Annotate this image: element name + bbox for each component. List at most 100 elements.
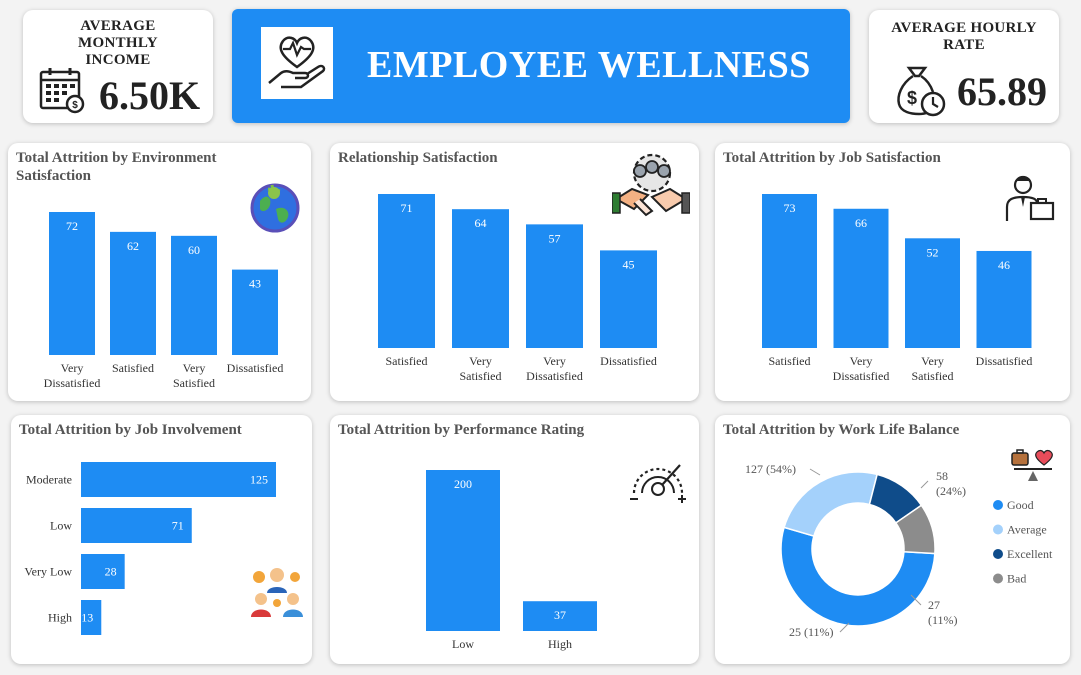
- chart-card-performance-rating: Total Attrition by Performance Rating 20…: [330, 415, 699, 664]
- donut-slice-average: [783, 471, 879, 538]
- environment-satisfaction-bar-chart: 72VeryDissatisfied62Satisfied60VerySatis…: [44, 212, 284, 390]
- kpi-value-monthly-income: 6.50K: [99, 73, 201, 118]
- x-tick-label: Very: [543, 354, 566, 368]
- bar: [526, 224, 583, 348]
- y-tick-label: Low: [50, 519, 72, 533]
- bar-data-label: 64: [475, 216, 487, 230]
- bar-data-label: 57: [549, 231, 561, 245]
- bar: [232, 269, 278, 355]
- kpi-card-monthly-income: AVERAGE MONTHLY INCOME $ 6.50K: [23, 10, 213, 123]
- bar-data-label: 66: [855, 216, 867, 230]
- slice-label: 127 (54%): [745, 462, 796, 476]
- bar: [762, 194, 817, 348]
- legend-marker: [993, 573, 1003, 584]
- performance-rating-bar-chart: 200 Low 37 High: [426, 470, 597, 651]
- handshake-team-icon: [612, 153, 690, 217]
- x-tick-label: Very: [850, 354, 873, 368]
- leader-line: [910, 594, 922, 606]
- bar-data-label: 43: [249, 277, 261, 291]
- legend-marker: [993, 549, 1003, 559]
- y-tick-label: Very Low: [24, 565, 72, 579]
- slice-label-value: 58: [936, 469, 948, 483]
- bar: [600, 250, 657, 348]
- bar: [523, 601, 597, 631]
- slice-label-pct: (24%): [936, 484, 966, 498]
- legend-marker: [993, 500, 1003, 510]
- bar: [81, 554, 125, 589]
- chart-title: Total Attrition by Job Involvement: [19, 422, 242, 438]
- work-life-balance-donut-chart: 127 (54%) 58(24%) 27(11%) 25 (11%) Good Avera…: [745, 462, 1053, 639]
- x-tick-label: Very: [183, 361, 206, 375]
- bar-data-label: 72: [66, 219, 78, 233]
- dashboard-banner: EMPLOYEE WELLNESS: [232, 9, 850, 123]
- bar-data-label: 37: [554, 608, 566, 622]
- chart-card-job-satisfaction: Total Attrition by Job Satisfaction 73 Sa…: [715, 143, 1070, 401]
- chart-card-work-life-balance: Total Attrition by Work Life Balance 127…: [715, 415, 1070, 664]
- bar-data-label: 46: [998, 258, 1010, 272]
- x-tick-label: Dissatisfied: [833, 369, 890, 383]
- x-tick-label: Satisfied: [173, 376, 215, 390]
- bar: [81, 508, 192, 543]
- chart-card-job-involvement: Total Attrition by Job Involvement 125 Mo…: [11, 415, 312, 664]
- relationship-satisfaction-bar-chart: 71Satisfied64VerySatisfied57VeryDissatis…: [378, 194, 657, 383]
- bar: [110, 231, 156, 355]
- x-tick-label: Dissatisfied: [526, 369, 583, 383]
- x-tick-label: Low: [452, 637, 474, 651]
- bar-data-label: 60: [188, 243, 200, 257]
- x-tick-label: Very: [61, 361, 84, 375]
- donut-slice-good: [780, 526, 936, 627]
- slice-label-value: 27: [928, 598, 940, 612]
- chart-title: Total Attrition by Performance Rating: [338, 422, 585, 438]
- legend-label: Average: [1007, 523, 1047, 537]
- bar: [49, 212, 95, 355]
- kpi-title-hourly-rate: AVERAGE HOURLY RATE: [891, 20, 1037, 53]
- bar-data-label: 71: [172, 519, 184, 533]
- x-tick-label: Dissatisfied: [44, 376, 101, 390]
- leader-line: [839, 622, 850, 633]
- bar-data-label: 13: [81, 611, 93, 625]
- earth-icon: [250, 183, 300, 233]
- bar: [426, 470, 500, 631]
- chart-title: Relationship Satisfaction: [338, 150, 498, 166]
- bar: [452, 209, 509, 348]
- leader-line: [920, 480, 929, 489]
- x-tick-label: Satisfied: [386, 354, 428, 368]
- bar-data-label: 62: [127, 239, 139, 253]
- slice-label: 25 (11%): [789, 625, 834, 639]
- chart-card-environment-satisfaction: Total Attrition by Environment Satisfact…: [8, 143, 311, 401]
- bar: [905, 238, 960, 348]
- x-tick-label: Dissatisfied: [227, 361, 284, 375]
- team-gears-icon: [251, 568, 303, 617]
- x-tick-label: Satisfied: [112, 361, 154, 375]
- x-tick-label: Satisfied: [769, 354, 811, 368]
- dashboard-title: EMPLOYEE WELLNESS: [367, 44, 811, 86]
- bar: [976, 250, 1032, 348]
- x-tick-label: Very: [469, 354, 492, 368]
- bar-data-label: 125: [250, 473, 268, 487]
- heart-hand-icon: [268, 36, 326, 89]
- performance-gauge-icon: [630, 464, 686, 503]
- slice-label-pct: (11%): [928, 613, 958, 627]
- legend-label: Excellent: [1007, 547, 1053, 561]
- y-tick-label: Moderate: [26, 473, 72, 487]
- kpi-title-monthly-income: AVERAGE MONTHLY INCOME: [78, 18, 158, 68]
- legend-label: Good: [1007, 498, 1034, 512]
- businessman-icon: [1005, 175, 1055, 221]
- work-life-scale-icon: [1011, 449, 1053, 481]
- bar: [378, 194, 435, 348]
- x-tick-label: High: [548, 637, 572, 651]
- bar-data-label: 28: [105, 565, 117, 579]
- job-involvement-bar-chart: 125 Moderate 71 Low 28 Very Low 13 High: [24, 462, 276, 635]
- chart-title: Total Attrition by Job Satisfaction: [723, 150, 941, 166]
- chart-title: Total Attrition by Environment Satisfact…: [16, 150, 217, 184]
- svg-text:$: $: [72, 100, 78, 111]
- chart-title: Total Attrition by Work Life Balance: [723, 422, 960, 438]
- kpi-card-hourly-rate: AVERAGE HOURLY RATE $ 65.89: [869, 10, 1059, 123]
- bar: [833, 208, 889, 348]
- chart-card-relationship-satisfaction: Relationship Satisfaction 71 Satisfied 64 V…: [330, 143, 699, 401]
- kpi-value-hourly-rate: 65.89: [957, 69, 1047, 114]
- x-tick-label: Satisfied: [912, 369, 954, 383]
- x-tick-label: Satisfied: [460, 369, 502, 383]
- bar: [81, 600, 102, 635]
- svg-text:$: $: [907, 88, 917, 108]
